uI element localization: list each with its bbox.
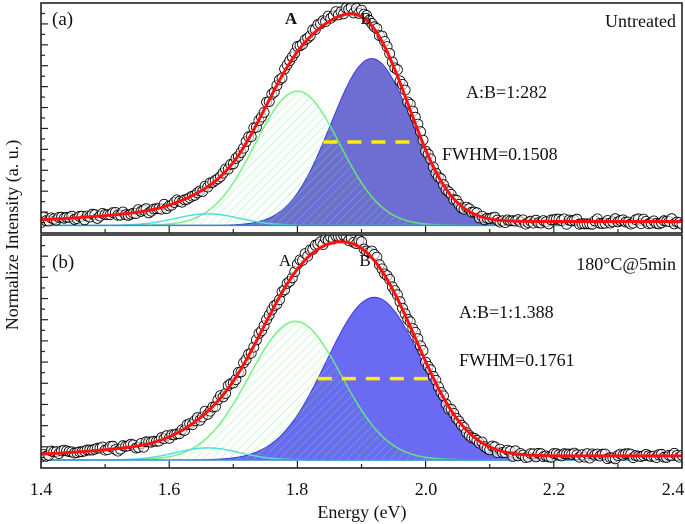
x-tick-label: 1.4 [30, 479, 53, 499]
panel-b-condition: 180°C@5min [576, 254, 676, 274]
panel-a-label: (a) [52, 9, 73, 30]
plot-area [41, 3, 682, 230]
x-tick-labels: 1.4 1.6 1.8 2.0 2.2 2.4 [30, 479, 685, 499]
x-tick-label: 2.0 [415, 479, 438, 499]
panel-a-ratio: A:B=1:282 [466, 82, 547, 102]
x-tick-label: 1.6 [158, 479, 181, 499]
panel-b-peak-a-label: A [279, 251, 292, 270]
x-axis-label: Energy (eV) [317, 502, 406, 523]
panel-b-label: (b) [52, 252, 74, 273]
panel-a-peak-b-label: B [360, 9, 371, 28]
panel-b-peak-b-label: B [359, 251, 370, 270]
panel-b-ratio: A:B=1:1.388 [459, 302, 554, 322]
peak-a-area [41, 321, 682, 460]
y-axis-label: Normalize Intensity (a. u.) [2, 140, 23, 330]
panel-a-peak-a-label: A [285, 9, 298, 28]
plot-area [41, 235, 682, 465]
panel-b-fwhm: FWHM=0.1761 [459, 350, 575, 370]
peak-a-area [41, 91, 682, 226]
panel-a [40, 2, 683, 234]
fit-curve [41, 240, 682, 458]
panel-a-fwhm: FWHM=0.1508 [442, 144, 558, 164]
panel-b [40, 234, 683, 469]
x-tick-label: 1.8 [286, 479, 309, 499]
x-tick-label: 2.2 [543, 479, 566, 499]
fit-curve [41, 12, 682, 223]
panel-a-condition: Untreated [605, 11, 676, 31]
x-tick-label: 2.4 [662, 479, 685, 499]
